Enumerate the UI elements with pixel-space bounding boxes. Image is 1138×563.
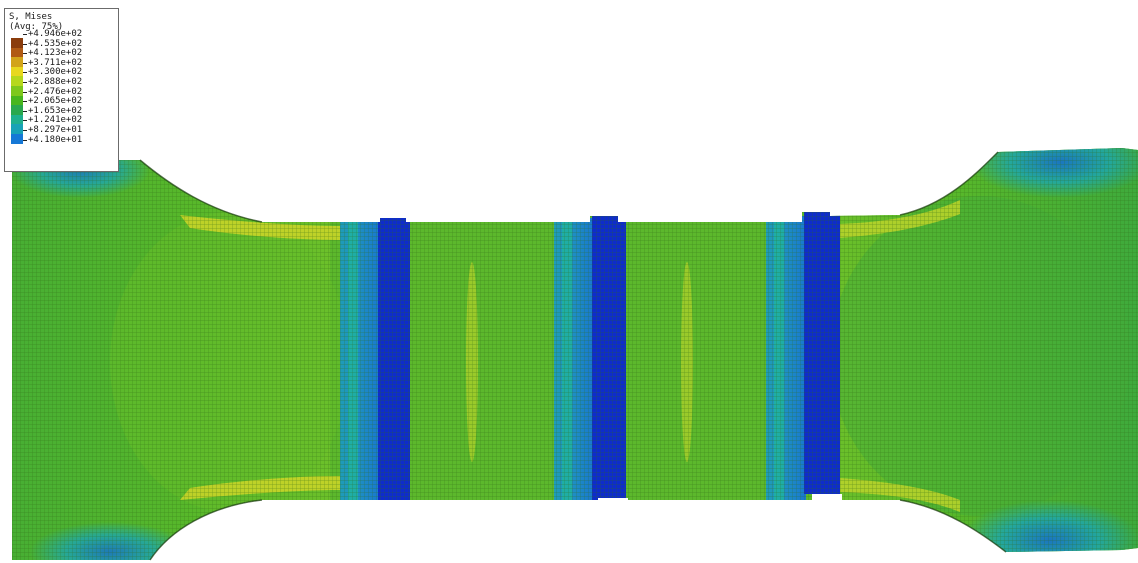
legend-color-swatch xyxy=(11,57,23,67)
legend-color-swatch xyxy=(11,133,23,144)
legend-color-swatch xyxy=(11,76,23,86)
legend-value: +2.476e+02 xyxy=(28,86,83,97)
legend-tick xyxy=(23,72,27,74)
legend-tick xyxy=(23,120,27,122)
legend-value: +4.535e+02 xyxy=(28,38,83,49)
legend-tick xyxy=(23,129,27,131)
legend-entry: +4.180e+01 xyxy=(9,135,114,150)
legend-entry: +4.123e+02 xyxy=(9,49,114,67)
legend-color-swatch xyxy=(11,124,23,134)
legend-entry: +3.300e+02 xyxy=(9,68,114,86)
lower-right-fillet-edge xyxy=(899,499,1007,553)
legend-entry: +4.946e+02 xyxy=(9,30,114,48)
legend-color-swatch xyxy=(11,85,23,96)
legend-value: +4.946e+02 xyxy=(28,29,83,39)
finite-element-mesh xyxy=(12,148,1138,560)
legend-entry: +2.065e+02 xyxy=(9,97,114,115)
specimen-model xyxy=(12,148,1138,560)
legend-value: +4.123e+02 xyxy=(28,48,83,59)
legend-entry: +3.711e+02 xyxy=(9,58,114,77)
stress-legend: S, Mises (Avg: 75%) +4.946e+02 +4.535e+02… xyxy=(4,8,119,172)
legend-tick xyxy=(23,43,27,45)
legend-tick xyxy=(23,81,27,83)
upper-right-fillet-edge xyxy=(899,151,999,216)
legend-tick xyxy=(23,101,27,103)
lower-left-fillet-edge xyxy=(149,499,263,561)
legend-tick xyxy=(23,91,27,93)
legend-value: +3.300e+02 xyxy=(28,67,83,78)
legend-entry: +1.241e+02 xyxy=(9,116,114,134)
legend-tick xyxy=(23,62,27,64)
legend-title: S, Mises xyxy=(9,12,53,22)
legend-color-swatch xyxy=(11,66,23,77)
legend-color-swatch xyxy=(11,105,23,115)
legend-value: +3.711e+02 xyxy=(28,57,83,68)
legend-subtitle: (Avg: 75%) xyxy=(9,22,64,32)
legend-tick xyxy=(23,110,27,112)
legend-value: +2.065e+02 xyxy=(28,96,83,107)
legend-color-swatch xyxy=(11,47,23,58)
legend-entry: +2.476e+02 xyxy=(9,87,114,106)
legend-tick xyxy=(23,53,27,55)
legend-entry: +2.888e+02 xyxy=(9,77,114,96)
legend-value: +1.653e+02 xyxy=(28,105,83,116)
legend-entry: +8.297e+01 xyxy=(9,125,114,144)
legend-color-swatch xyxy=(11,95,23,106)
legend-color-swatch xyxy=(11,38,23,48)
legend-value: +1.241e+02 xyxy=(28,115,83,126)
legend-entry: +1.653e+02 xyxy=(9,106,114,125)
legend-value: +4.180e+01 xyxy=(28,134,83,145)
legend-entry: +4.535e+02 xyxy=(9,39,114,58)
upper-left-fillet-edge xyxy=(139,159,263,223)
legend-value: +2.888e+02 xyxy=(28,76,83,87)
legend-tick xyxy=(23,34,27,35)
legend-scale: +4.946e+02 +4.535e+02 +4.123e+02 +3.711e+02… xyxy=(9,30,114,150)
legend-value: +8.297e+01 xyxy=(28,124,83,135)
legend-color-swatch xyxy=(11,114,23,125)
legend-tick xyxy=(23,139,27,141)
